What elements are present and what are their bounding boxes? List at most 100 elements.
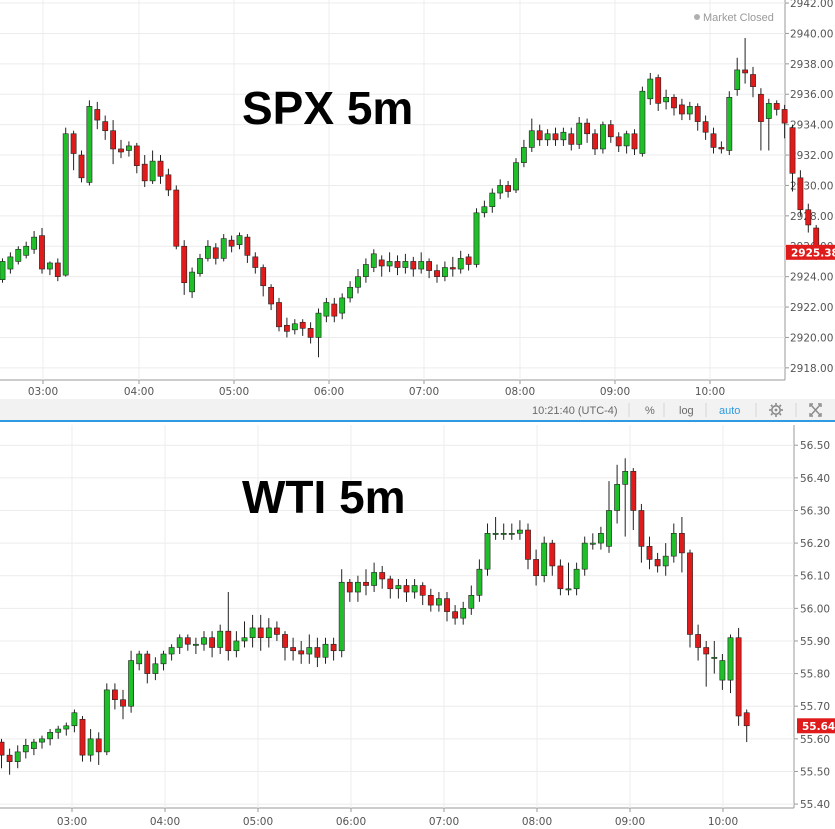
candle-body [516,529,523,534]
candle [718,141,725,154]
candle-body [54,262,61,277]
candle-body [136,653,143,665]
wti-candles [0,458,750,775]
candle [465,253,472,271]
candle [646,536,653,570]
gear-icon[interactable] [769,403,783,417]
candle-body [95,738,102,753]
candle-body [552,133,559,141]
candle-body [444,598,450,612]
candle-body [15,248,22,262]
candle-body [686,106,693,115]
candle [473,208,480,268]
candle [528,118,535,152]
candle-body [165,174,172,191]
candle-body [23,245,30,256]
candle-body [39,235,45,270]
candle [160,650,167,671]
candle [781,104,788,139]
candle [23,241,30,259]
candle-body [197,258,203,274]
candle-body [110,130,116,150]
y-tick-label: 55.50 [800,766,830,778]
candle-body [576,122,583,145]
candle-body [0,261,6,280]
toolbar-percent-button[interactable]: % [645,405,655,417]
candle-body [734,69,741,90]
candle [492,516,499,540]
candle-body [128,660,134,707]
candle-body [434,270,440,277]
y-tick-label: 56.20 [800,538,830,550]
candle [686,101,693,121]
candle-body [581,542,588,570]
candle [549,539,556,576]
y-tick-label: 56.00 [800,603,830,615]
toolbar-time: 10:21:40 (UTC-4) [532,405,618,417]
candle-body [505,185,511,192]
candle [241,621,248,648]
y-tick-label: 56.50 [800,440,830,452]
candle-body [331,303,338,317]
candle-body [87,738,94,756]
x-tick-label: 04:00 [124,386,154,398]
candle [500,523,507,540]
y-tick-label: 2938.00 [790,59,833,71]
candle [805,203,812,233]
toolbar-auto-button[interactable]: auto [719,405,740,417]
candle [379,565,386,589]
y-tick-label: 2940.00 [790,28,833,40]
toolbar-log-button[interactable]: log [679,405,694,417]
candle-body [236,235,243,246]
candle [508,523,515,540]
candle [14,745,21,769]
candle [797,170,804,216]
candle [410,256,417,277]
y-tick-label: 2934.00 [790,120,833,132]
fullscreen-icon[interactable] [809,403,822,417]
candle [460,601,467,625]
spx-grid [0,0,785,380]
candle [323,297,330,323]
candle [687,549,693,648]
candle-body [379,572,386,580]
y-tick-label: 56.40 [800,473,830,485]
y-tick-label: 2936.00 [790,89,833,101]
candle [552,127,559,146]
candle-body [265,627,272,639]
candle [118,139,124,159]
candle [568,127,575,151]
candle [394,255,401,276]
candle [402,253,409,274]
candle [46,261,53,276]
candle [560,127,567,146]
candle-body [355,276,361,288]
candle [662,543,669,576]
candle-body [528,130,535,148]
candle-body [646,546,653,560]
candle-body [323,302,330,317]
candle-body [403,585,410,593]
candle-body [347,286,353,299]
candle-body [126,145,132,151]
candle [103,683,110,756]
y-tick-label: 2930.00 [790,180,833,192]
candle-body [339,297,346,314]
candle-body [252,256,259,268]
candle [54,258,61,282]
candle-body [0,741,5,756]
candle [181,240,188,295]
candle-body [86,106,93,183]
candle-body [410,261,417,270]
candle-body [468,594,475,609]
candle-body [662,555,669,567]
candle [290,637,296,661]
candle [252,252,259,274]
candle [387,575,394,599]
candle [370,249,377,273]
candle [47,729,53,746]
candle-body [299,321,306,329]
candle-body [220,238,227,259]
candle [606,481,612,553]
candle [193,637,199,655]
